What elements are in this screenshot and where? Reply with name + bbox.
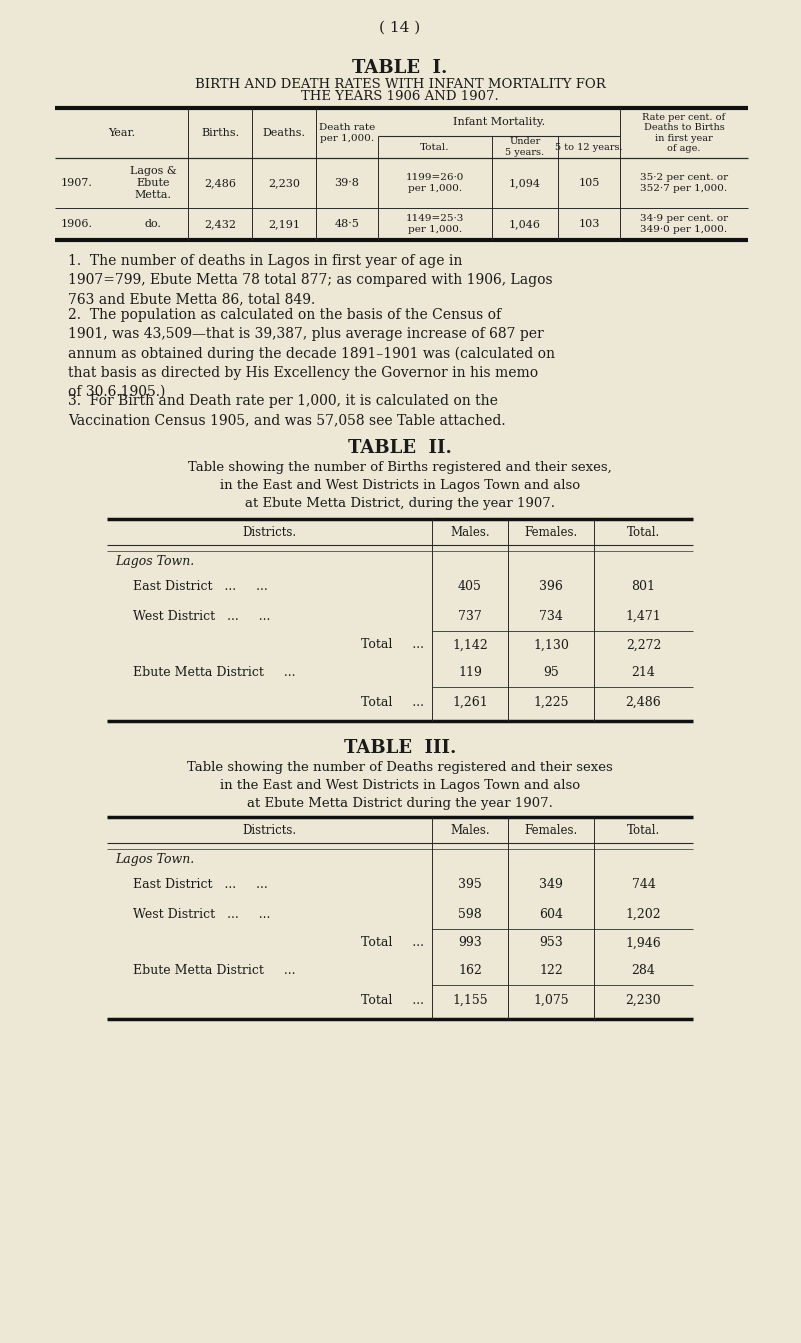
Text: West District   ...     ...: West District ... ...: [133, 908, 271, 920]
Text: 105: 105: [578, 179, 600, 188]
Text: 1,155: 1,155: [453, 994, 488, 1006]
Text: West District   ...     ...: West District ... ...: [133, 610, 271, 623]
Text: Death rate
per 1,000.: Death rate per 1,000.: [319, 124, 375, 142]
Text: 2,432: 2,432: [204, 219, 236, 230]
Text: Males.: Males.: [450, 823, 490, 837]
Text: East District   ...     ...: East District ... ...: [133, 877, 268, 890]
Text: Total     ...: Total ...: [361, 936, 424, 950]
Text: Total.: Total.: [627, 823, 660, 837]
Text: Under
5 years.: Under 5 years.: [505, 137, 545, 157]
Text: 162: 162: [458, 964, 482, 978]
Text: 1,075: 1,075: [533, 994, 569, 1006]
Text: ( 14 ): ( 14 ): [380, 21, 421, 35]
Text: 95: 95: [543, 666, 559, 680]
Text: 103: 103: [578, 219, 600, 230]
Text: 1,142: 1,142: [452, 638, 488, 651]
Text: TABLE  II.: TABLE II.: [348, 439, 452, 457]
Text: 395: 395: [458, 877, 482, 890]
Text: East District   ...     ...: East District ... ...: [133, 579, 268, 592]
Text: 953: 953: [539, 936, 563, 950]
Text: Males.: Males.: [450, 525, 490, 539]
Text: 2.  The population as calculated on the basis of the Census of
1901, was 43,509—: 2. The population as calculated on the b…: [68, 309, 555, 399]
Text: Lagos Town.: Lagos Town.: [115, 853, 195, 865]
Text: Total     ...: Total ...: [361, 696, 424, 709]
Text: 993: 993: [458, 936, 482, 950]
Text: 1,471: 1,471: [626, 610, 662, 623]
Text: Ebute Metta District     ...: Ebute Metta District ...: [133, 964, 296, 978]
Text: Total     ...: Total ...: [361, 994, 424, 1006]
Text: 2,272: 2,272: [626, 638, 661, 651]
Text: Deaths.: Deaths.: [263, 128, 305, 138]
Text: 744: 744: [631, 877, 655, 890]
Text: Births.: Births.: [201, 128, 239, 138]
Text: do.: do.: [144, 219, 162, 230]
Text: BIRTH AND DEATH RATES WITH INFANT MORTALITY FOR: BIRTH AND DEATH RATES WITH INFANT MORTAL…: [195, 78, 606, 90]
Text: Females.: Females.: [525, 823, 578, 837]
Text: Districts.: Districts.: [243, 525, 296, 539]
Text: 284: 284: [631, 964, 655, 978]
Text: 214: 214: [631, 666, 655, 680]
Text: 1199=26·0
per 1,000.: 1199=26·0 per 1,000.: [406, 173, 465, 192]
Text: Lagos Town.: Lagos Town.: [115, 555, 195, 568]
Text: 405: 405: [458, 579, 482, 592]
Text: 1906.: 1906.: [61, 219, 93, 230]
Text: TABLE  I.: TABLE I.: [352, 59, 448, 77]
Text: 2,191: 2,191: [268, 219, 300, 230]
Text: 119: 119: [458, 666, 482, 680]
Text: 122: 122: [539, 964, 563, 978]
Text: 1149=25·3
per 1,000.: 1149=25·3 per 1,000.: [406, 215, 465, 234]
Text: Table showing the number of Births registered and their sexes,
in the East and W: Table showing the number of Births regis…: [188, 461, 612, 510]
Text: 34·9 per cent. or
349·0 per 1,000.: 34·9 per cent. or 349·0 per 1,000.: [640, 215, 728, 234]
Text: 737: 737: [458, 610, 482, 623]
Text: 2,486: 2,486: [204, 179, 236, 188]
Text: 1,261: 1,261: [452, 696, 488, 709]
Text: 39·8: 39·8: [335, 179, 360, 188]
Text: 604: 604: [539, 908, 563, 920]
Text: 1.  The number of deaths in Lagos in first year of age in
1907=799, Ebute Metta : 1. The number of deaths in Lagos in firs…: [68, 254, 553, 306]
Text: Table showing the number of Deaths registered and their sexes
in the East and We: Table showing the number of Deaths regis…: [187, 761, 613, 810]
Text: 1,046: 1,046: [509, 219, 541, 230]
Text: 3.  For Birth and Death rate per 1,000, it is calculated on the
Vaccination Cens: 3. For Birth and Death rate per 1,000, i…: [68, 393, 505, 427]
Text: 48·5: 48·5: [335, 219, 360, 230]
Text: Ebute Metta District     ...: Ebute Metta District ...: [133, 666, 296, 680]
Text: 1,202: 1,202: [626, 908, 662, 920]
Text: THE YEARS 1906 AND 1907.: THE YEARS 1906 AND 1907.: [301, 90, 499, 103]
Text: 2,230: 2,230: [626, 994, 662, 1006]
Text: 1,225: 1,225: [533, 696, 569, 709]
Text: 1,094: 1,094: [509, 179, 541, 188]
Text: Lagos &
Ebute
Metta.: Lagos & Ebute Metta.: [130, 167, 176, 200]
Text: Total.: Total.: [627, 525, 660, 539]
Text: 5 to 12 years.: 5 to 12 years.: [555, 142, 623, 152]
Text: 801: 801: [631, 579, 655, 592]
Text: 349: 349: [539, 877, 563, 890]
Text: Infant Mortality.: Infant Mortality.: [453, 117, 545, 128]
Text: 35·2 per cent. or
352·7 per 1,000.: 35·2 per cent. or 352·7 per 1,000.: [640, 173, 728, 192]
Text: 1,130: 1,130: [533, 638, 569, 651]
Text: TABLE  III.: TABLE III.: [344, 739, 457, 757]
Text: 598: 598: [458, 908, 482, 920]
Text: 1907.: 1907.: [61, 179, 93, 188]
Text: 2,230: 2,230: [268, 179, 300, 188]
Text: 1,946: 1,946: [626, 936, 662, 950]
Text: 396: 396: [539, 579, 563, 592]
Text: 2,486: 2,486: [626, 696, 662, 709]
Text: Districts.: Districts.: [243, 823, 296, 837]
Text: 734: 734: [539, 610, 563, 623]
Text: Year.: Year.: [108, 128, 135, 138]
Text: Females.: Females.: [525, 525, 578, 539]
Text: Total.: Total.: [421, 142, 449, 152]
Text: Rate per cent. of
Deaths to Births
in first year
of age.: Rate per cent. of Deaths to Births in fi…: [642, 113, 726, 153]
Text: Total     ...: Total ...: [361, 638, 424, 651]
